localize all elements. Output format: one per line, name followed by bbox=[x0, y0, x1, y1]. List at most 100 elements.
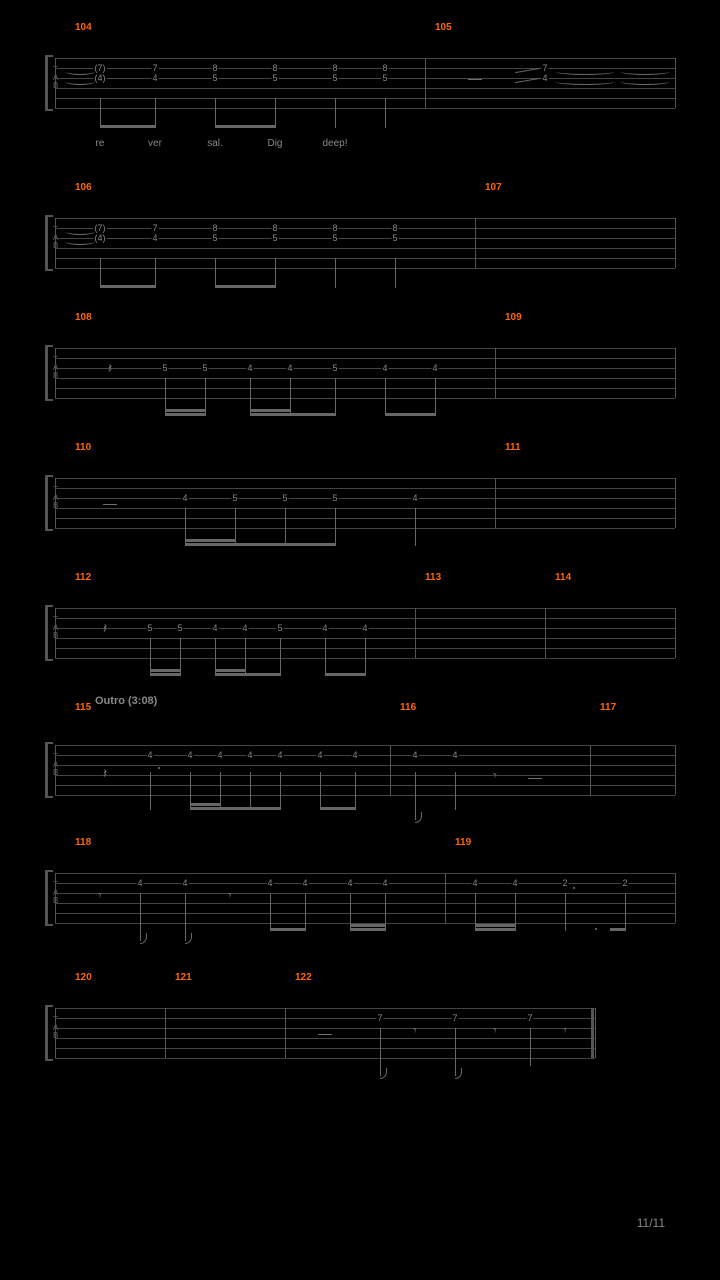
tab-system: 120121122TAB777—𝄾𝄾𝄾 bbox=[55, 990, 675, 1080]
measure-number: 105 bbox=[435, 22, 452, 33]
barline bbox=[475, 218, 476, 268]
staff-line bbox=[55, 88, 675, 89]
system-bracket bbox=[45, 743, 48, 797]
barline bbox=[445, 873, 446, 923]
system-bracket bbox=[45, 346, 48, 400]
fret-number: 4 bbox=[346, 878, 353, 888]
stem bbox=[305, 893, 306, 931]
fret-number: 5 bbox=[211, 233, 218, 243]
fret-number: 2 bbox=[561, 878, 568, 888]
tie bbox=[65, 228, 95, 235]
fret-number: 4 bbox=[151, 233, 158, 243]
barline bbox=[55, 1008, 56, 1058]
flag bbox=[455, 1068, 462, 1079]
fret-number: 4 bbox=[381, 363, 388, 373]
staff-line bbox=[55, 893, 675, 894]
staff-line bbox=[55, 478, 675, 479]
barline bbox=[425, 58, 426, 108]
tab-system: 104105TAB(7)(4)748585858574—reversal.Dig… bbox=[55, 40, 675, 155]
dot bbox=[573, 887, 575, 889]
lyric: re bbox=[96, 138, 105, 149]
fret-number: 4 bbox=[136, 878, 143, 888]
measure-number: 104 bbox=[75, 22, 92, 33]
barline bbox=[55, 348, 56, 398]
staff-line bbox=[55, 268, 675, 269]
fret-number: 4 bbox=[541, 73, 548, 83]
stem bbox=[435, 378, 436, 416]
fret-number: 5 bbox=[331, 73, 338, 83]
fret-number: 5 bbox=[271, 73, 278, 83]
flag bbox=[380, 1068, 387, 1079]
beam bbox=[350, 928, 385, 931]
stem bbox=[155, 98, 156, 128]
fret-number: 8 bbox=[331, 223, 338, 233]
staff-line bbox=[55, 398, 675, 399]
barline bbox=[415, 608, 416, 658]
staff-line bbox=[55, 378, 675, 379]
measure-number: 119 bbox=[455, 837, 471, 848]
fret-number: (4) bbox=[94, 233, 107, 243]
stem bbox=[530, 1028, 531, 1066]
measure-number: 114 bbox=[555, 572, 571, 583]
stem bbox=[215, 98, 216, 128]
rest: 𝄽 bbox=[103, 620, 107, 637]
measure-number: 116 bbox=[400, 702, 416, 713]
measure-number: 118 bbox=[75, 837, 91, 848]
beam bbox=[320, 807, 355, 810]
barline bbox=[595, 1008, 596, 1058]
staff-line bbox=[55, 873, 675, 874]
stem bbox=[100, 98, 101, 128]
fret-number: 5 bbox=[331, 233, 338, 243]
fret-number: 8 bbox=[271, 223, 278, 233]
system-bracket bbox=[45, 476, 48, 530]
fret-number: 7 bbox=[376, 1013, 383, 1023]
fret-number: 5 bbox=[211, 73, 218, 83]
staff-line bbox=[55, 508, 675, 509]
rest: — bbox=[103, 495, 117, 511]
fret-number: 7 bbox=[526, 1013, 533, 1023]
barline bbox=[165, 1008, 166, 1058]
beam bbox=[100, 125, 155, 128]
rest: 𝄾 bbox=[563, 1022, 567, 1039]
fret-number: 5 bbox=[231, 493, 238, 503]
fret-number: (4) bbox=[94, 73, 107, 83]
stem bbox=[150, 772, 151, 810]
tab-system: Outro (3:08)115116117TAB444444444𝄽𝄾— bbox=[55, 720, 675, 810]
fret-number: 4 bbox=[411, 750, 418, 760]
staff-line bbox=[55, 488, 675, 489]
measure-number: 108 bbox=[75, 312, 92, 323]
stem bbox=[625, 893, 626, 931]
barline bbox=[55, 608, 56, 658]
system-bracket bbox=[45, 216, 48, 270]
measure-number: 112 bbox=[75, 572, 91, 583]
measure-number: 107 bbox=[485, 182, 502, 193]
barline bbox=[675, 745, 676, 795]
fret-number: 4 bbox=[246, 363, 253, 373]
stem bbox=[335, 98, 336, 128]
fret-number: 8 bbox=[331, 63, 338, 73]
fret-number: 7 bbox=[451, 1013, 458, 1023]
staff-line bbox=[55, 228, 675, 229]
beam bbox=[385, 413, 435, 416]
fret-number: 8 bbox=[211, 63, 218, 73]
measure-number: 122 bbox=[295, 972, 312, 983]
beam bbox=[190, 807, 280, 810]
rest: — bbox=[468, 70, 482, 86]
barline bbox=[55, 745, 56, 795]
beam bbox=[325, 673, 365, 676]
fret-number: 2 bbox=[621, 878, 628, 888]
stem bbox=[235, 508, 236, 546]
stem bbox=[565, 893, 566, 931]
beam bbox=[475, 928, 515, 931]
staff-line bbox=[55, 1018, 595, 1019]
tie bbox=[555, 68, 615, 75]
fret-number: 5 bbox=[201, 363, 208, 373]
fret-number: 4 bbox=[246, 750, 253, 760]
beam bbox=[165, 413, 205, 416]
stem bbox=[250, 772, 251, 810]
fret-number: 5 bbox=[146, 623, 153, 633]
beam bbox=[150, 673, 180, 676]
beam bbox=[185, 543, 335, 546]
beam bbox=[215, 285, 275, 288]
measure-number: 117 bbox=[600, 702, 616, 713]
